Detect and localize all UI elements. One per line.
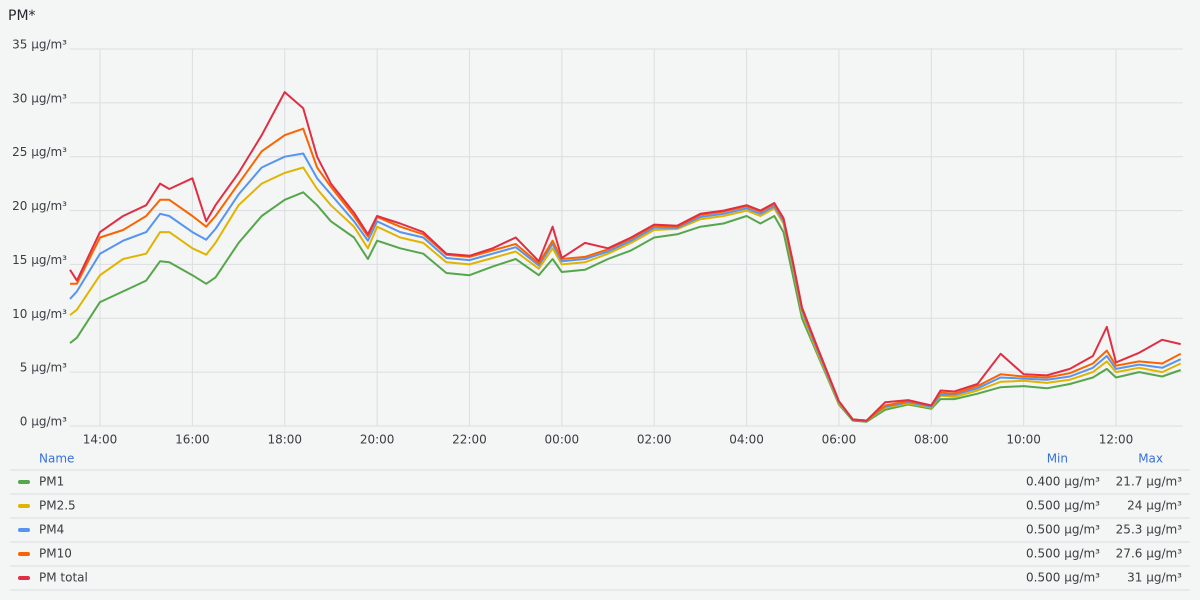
x-tick-label: 08:00 [914, 433, 949, 447]
series-line [69, 191, 1182, 423]
y-tick-label: 0 µg/m³ [20, 415, 67, 429]
x-tick-label: 10:00 [1006, 433, 1041, 447]
series-line [70, 127, 1182, 422]
legend-min: 0.500 µg/m³ [1026, 547, 1100, 561]
legend-header-name[interactable]: Name [39, 452, 74, 466]
legend-swatch [18, 576, 30, 580]
x-tick-label: 04:00 [729, 433, 764, 447]
x-tick-label: 12:00 [1099, 433, 1134, 447]
y-tick-label: 20 µg/m³ [12, 199, 67, 213]
legend-header-min[interactable]: Min [1047, 452, 1068, 466]
legend-name[interactable]: PM total [39, 571, 88, 585]
y-tick-label: 5 µg/m³ [20, 361, 67, 375]
legend-name[interactable]: PM1 [39, 475, 64, 489]
legend-max: 24 µg/m³ [1127, 499, 1182, 513]
x-tick-label: 00:00 [545, 433, 580, 447]
legend-max: 31 µg/m³ [1127, 571, 1182, 585]
series-line [69, 91, 1181, 422]
legend-max: 25.3 µg/m³ [1116, 523, 1183, 537]
x-tick-label: 16:00 [175, 433, 210, 447]
legend-swatch [18, 528, 30, 532]
y-tick-label: 15 µg/m³ [12, 253, 67, 267]
legend-name[interactable]: PM4 [39, 523, 64, 537]
chart-title: PM* [8, 8, 36, 24]
legend-swatch [18, 552, 30, 556]
legend-name[interactable]: PM2.5 [39, 499, 76, 513]
y-tick-label: 25 µg/m³ [12, 145, 67, 159]
series-line [69, 166, 1182, 422]
legend-swatch [18, 480, 30, 484]
x-tick-label: 18:00 [267, 433, 302, 447]
y-tick-label: 30 µg/m³ [12, 91, 67, 105]
x-tick-label: 02:00 [637, 433, 672, 447]
legend-swatch [18, 504, 30, 508]
legend-max: 21.7 µg/m³ [1116, 475, 1183, 489]
y-tick-label: 10 µg/m³ [12, 307, 67, 321]
x-tick-label: 22:00 [452, 433, 487, 447]
x-tick-label: 14:00 [83, 433, 118, 447]
legend-min: 0.500 µg/m³ [1026, 571, 1100, 585]
x-tick-label: 06:00 [822, 433, 857, 447]
legend-min: 0.400 µg/m³ [1026, 475, 1100, 489]
legend-max: 27.6 µg/m³ [1116, 547, 1183, 561]
legend-min: 0.500 µg/m³ [1026, 523, 1100, 537]
series-line [69, 152, 1182, 422]
legend-name[interactable]: PM10 [39, 547, 72, 561]
legend-min: 0.500 µg/m³ [1026, 499, 1100, 513]
x-tick-label: 20:00 [360, 433, 395, 447]
y-tick-label: 35 µg/m³ [12, 38, 67, 52]
legend-header-max[interactable]: Max [1138, 452, 1163, 466]
